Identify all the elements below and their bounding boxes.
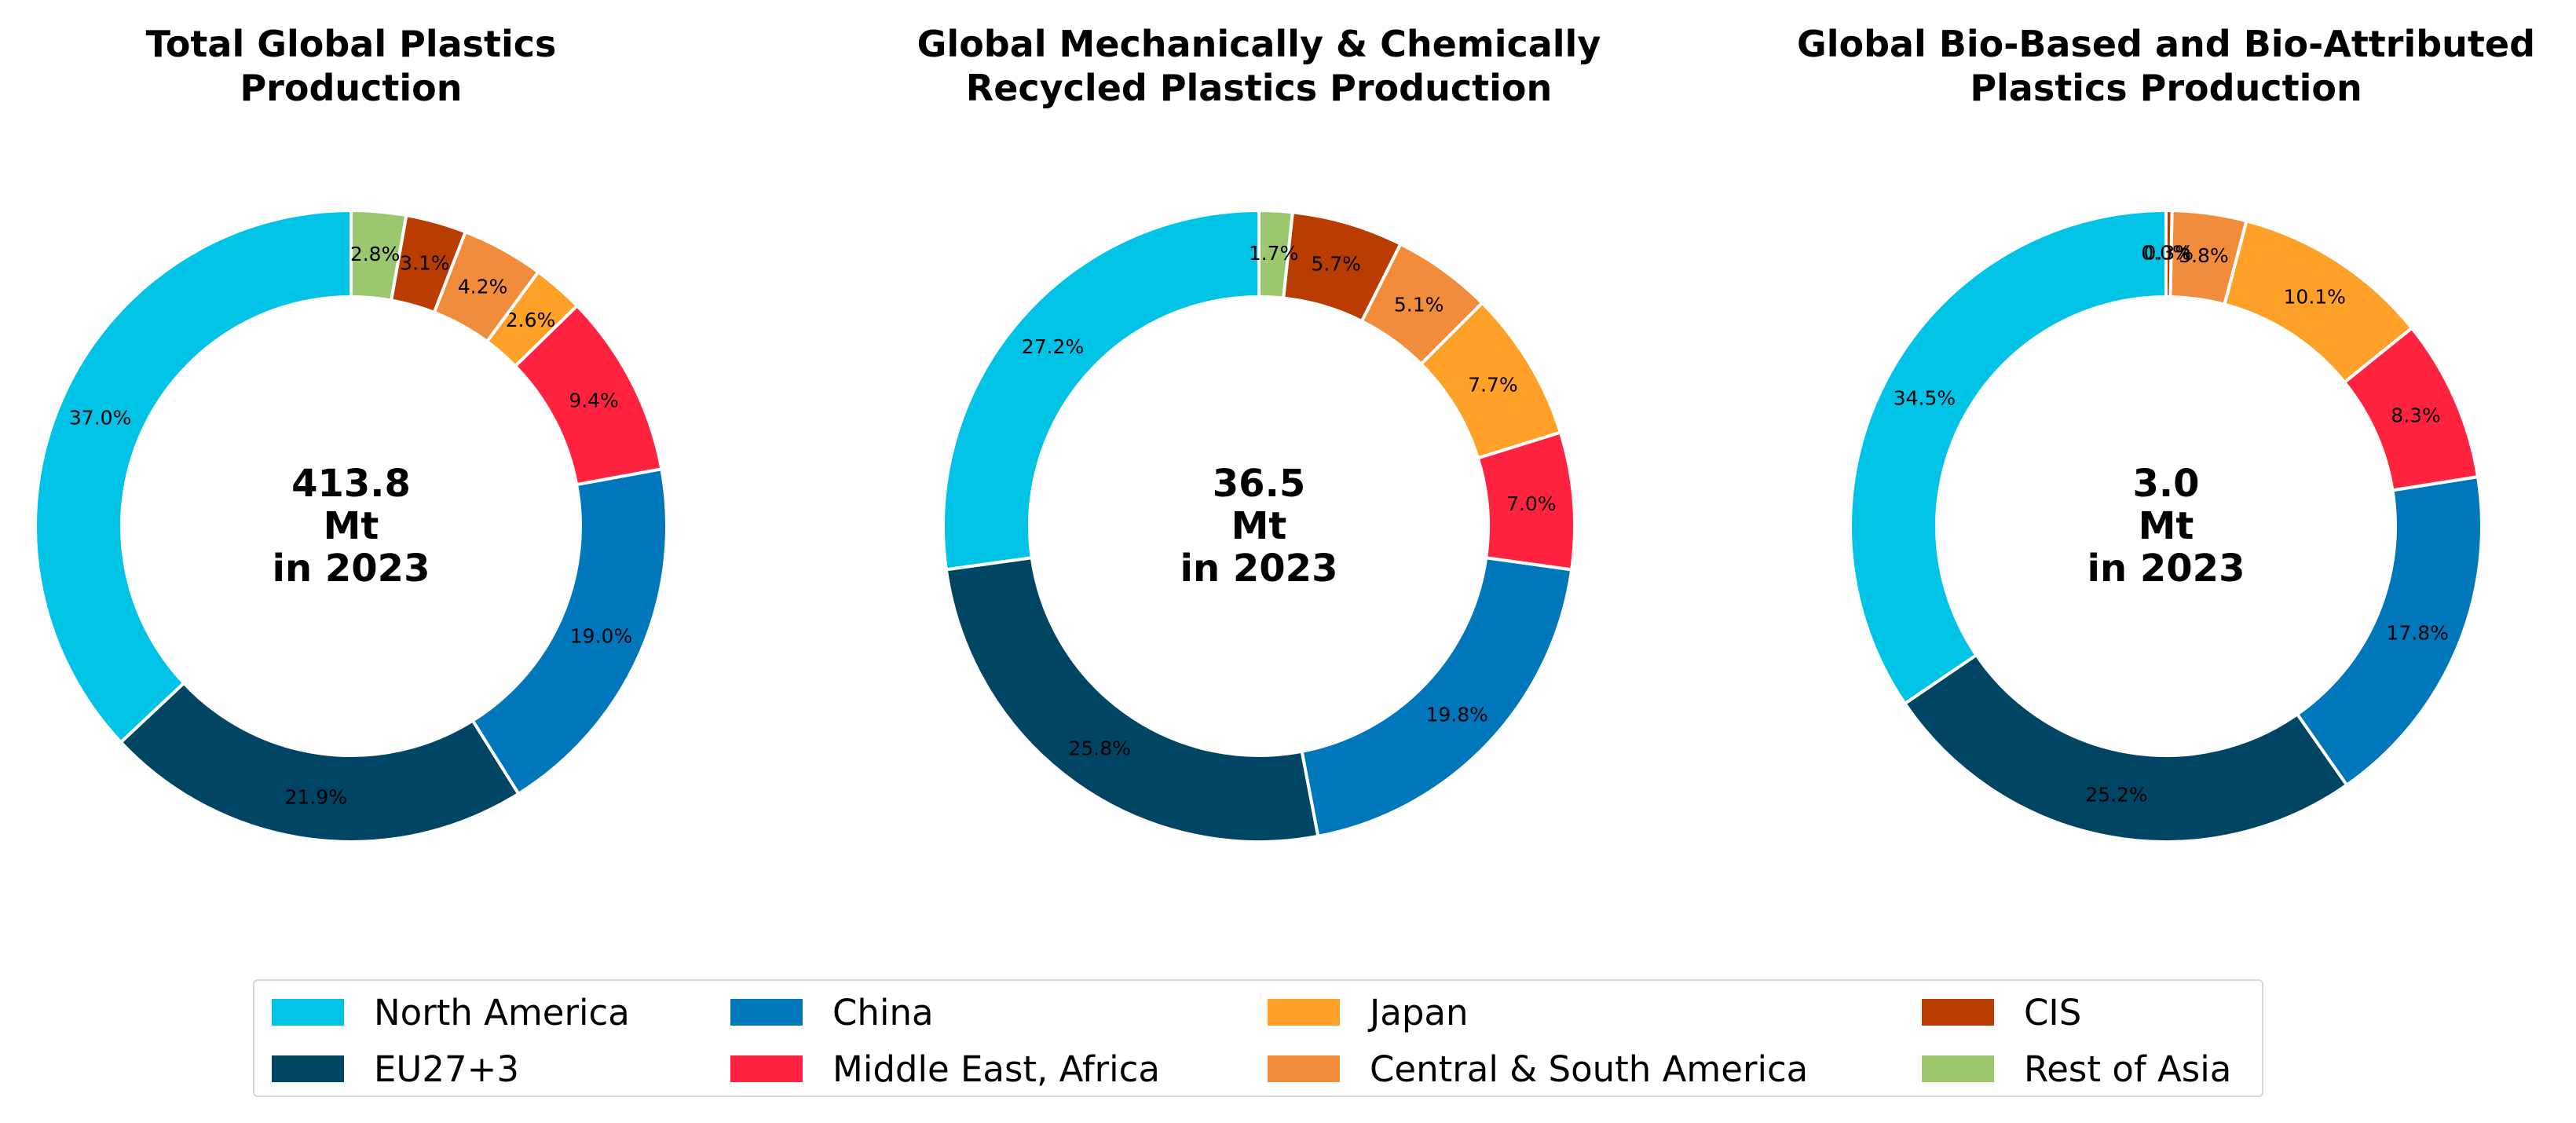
- chart-title-total: Total Global Plastics Production: [0, 22, 744, 110]
- legend-item-central-south-america: Central & South America: [1268, 1045, 1808, 1092]
- center-label-line: 413.8: [291, 462, 411, 506]
- legend-item-eu27-3: EU27+3: [272, 1045, 519, 1092]
- legend-item-middle-east-africa: Middle East, Africa: [730, 1045, 1160, 1092]
- legend-label: CIS: [2024, 991, 2082, 1033]
- title-line: Global Bio-Based and Bio-Attributed: [1796, 23, 2536, 65]
- slice-label-rest-of-asia: 2.8%: [350, 243, 401, 265]
- slice-label-china: 19.8%: [1425, 703, 1487, 726]
- slice-label-eu27-3: 25.2%: [2085, 784, 2147, 807]
- slice-label-china: 19.0%: [570, 625, 632, 648]
- title-line: Production: [240, 67, 463, 109]
- center-label-line: in 2023: [2088, 547, 2245, 591]
- slice-label-middle-east-africa: 7.0%: [1506, 492, 1557, 515]
- legend-label: China: [832, 991, 934, 1033]
- slice-label-cis: 0.3%: [2144, 242, 2194, 265]
- legend: North America EU27+3 China Middle East, …: [253, 979, 2263, 1097]
- slice-eu27-3: [119, 681, 521, 843]
- slice-north-america: [1849, 208, 2168, 706]
- slice-label-cis: 5.7%: [1311, 253, 1361, 276]
- legend-label: North America: [374, 991, 630, 1033]
- slice-label-cis: 3.1%: [400, 251, 450, 274]
- slice-label-japan: 7.7%: [1468, 374, 1518, 397]
- center-label-line: Mt: [1231, 504, 1287, 548]
- slice-north-america: [34, 208, 353, 745]
- title-line: Total Global Plastics: [145, 23, 557, 65]
- slice-label-eu27-3: 21.9%: [285, 786, 347, 809]
- slice-label-central-south-america: 3.8%: [2179, 244, 2229, 267]
- slice-eu27-3: [1902, 653, 2349, 843]
- legend-label: Japan: [1370, 991, 1469, 1033]
- slice-eu27-3: [944, 555, 1320, 843]
- donut-chart-recycled: 27.2% 25.8% 19.8% 7.0% 7.7% 5.1% 5.7% 1.7% 36.5M…: [942, 208, 1576, 843]
- center-label-line: 3.0: [2132, 462, 2199, 506]
- slice-label-middle-east-africa: 8.3%: [2391, 404, 2441, 426]
- slice-rest-of-asia: [1257, 208, 1295, 300]
- slice-label-japan: 2.6%: [506, 309, 556, 331]
- legend-swatch: [1922, 999, 1994, 1026]
- chart-title-bio: Global Bio-Based and Bio-Attributed Plas…: [1773, 22, 2559, 110]
- slice-label-central-south-america: 5.1%: [1394, 293, 1444, 316]
- slice-label-north-america: 27.2%: [1022, 335, 1084, 358]
- slice-label-japan: 10.1%: [2284, 285, 2346, 308]
- title-line: Plastics Production: [1970, 67, 2362, 109]
- legend-swatch: [1268, 1055, 1340, 1082]
- legend-swatch: [272, 999, 344, 1026]
- center-label-line: Mt: [2139, 504, 2194, 548]
- slice-label-north-america: 34.5%: [1894, 387, 1956, 410]
- legend-swatch: [1268, 999, 1340, 1026]
- center-label-line: 36.5: [1213, 462, 1305, 506]
- legend-item-cis: CIS: [1922, 989, 2081, 1036]
- slice-label-middle-east-africa: 9.4%: [569, 390, 619, 412]
- donut-chart-bio: 34.5% 25.2% 17.8% 8.3% 10.1% 3.8%0.3%0.0% 3.0M…: [1849, 208, 2483, 843]
- legend-item-china: China: [730, 989, 934, 1036]
- slice-label-central-south-america: 4.2%: [458, 276, 508, 298]
- slice-label-china: 17.8%: [2387, 622, 2449, 645]
- slice-label-rest-of-asia: 1.7%: [1249, 242, 1299, 265]
- legend-item-rest-of-asia: Rest of Asia: [1922, 1045, 2231, 1092]
- legend-swatch: [730, 999, 803, 1026]
- legend-label: EU27+3: [374, 1048, 519, 1090]
- slice-label-eu27-3: 25.8%: [1069, 737, 1131, 759]
- legend-swatch: [730, 1055, 803, 1082]
- center-label-line: Mt: [324, 504, 379, 548]
- donut-chart-total: 37.0% 21.9% 19.0% 9.4% 2.6% 4.2% 3.1%2.8% 413.8…: [34, 208, 668, 843]
- slice-label-north-america: 37.0%: [69, 406, 131, 429]
- title-line: Global Mechanically & Chemically: [917, 23, 1601, 65]
- slice-cis: [2164, 208, 2174, 299]
- slice-rest-of-asia: [349, 208, 408, 302]
- chart-title-recycled: Global Mechanically & Chemically Recycle…: [866, 22, 1652, 110]
- legend-swatch: [272, 1055, 344, 1082]
- slice-label-rest-of-asia: 0.0%: [2141, 242, 2191, 265]
- center-label-line: in 2023: [1180, 547, 1338, 591]
- legend-item-north-america: North America: [272, 989, 630, 1036]
- legend-label: Central & South America: [1370, 1048, 1809, 1090]
- legend-swatch: [1922, 1055, 1994, 1082]
- legend-label: Rest of Asia: [2024, 1048, 2232, 1090]
- slice-north-america: [942, 208, 1261, 572]
- slice-china: [1300, 555, 1574, 839]
- legend-item-japan: Japan: [1268, 989, 1469, 1036]
- title-line: Recycled Plastics Production: [965, 67, 1553, 109]
- center-label-line: in 2023: [273, 547, 430, 591]
- legend-label: Middle East, Africa: [832, 1048, 1160, 1090]
